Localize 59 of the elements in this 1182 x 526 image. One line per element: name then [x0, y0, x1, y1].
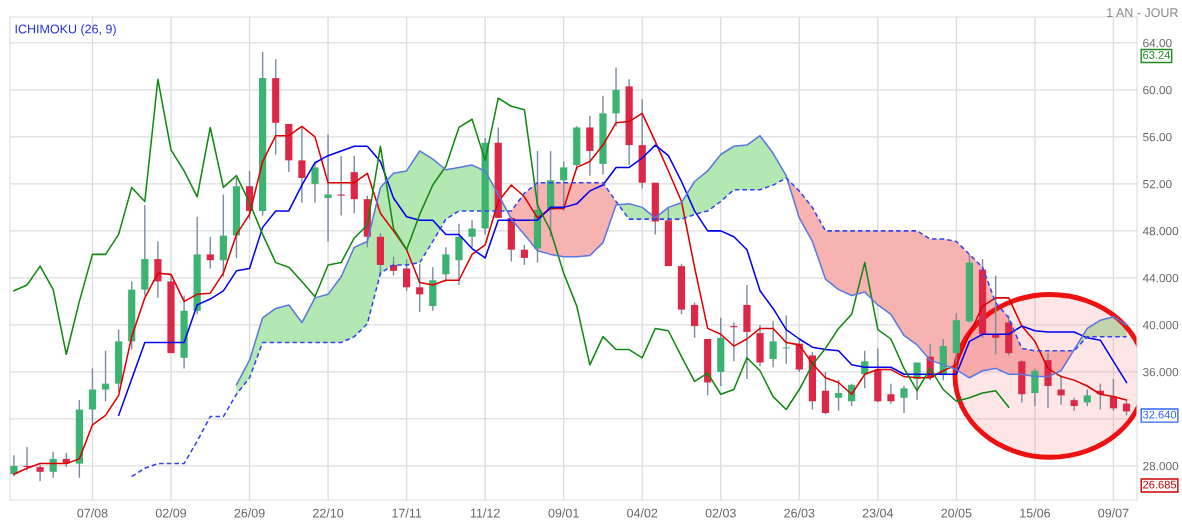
candlestick — [769, 320, 777, 368]
candlestick — [337, 154, 345, 217]
candlestick — [900, 385, 908, 414]
text: 63.24 — [1143, 51, 1171, 59]
candlestick — [520, 244, 529, 266]
x-tick-label: 11/12 — [470, 508, 500, 518]
y-tick-label: 28.000 — [1143, 461, 1179, 471]
x-tick-label: 02/03 — [705, 508, 736, 518]
candlestick — [298, 126, 306, 204]
candlestick — [612, 66, 620, 127]
y-tick-label: 48.000 — [1142, 226, 1179, 236]
line-series — [117, 144, 1128, 417]
candlestick — [442, 246, 450, 283]
y-tick-label: 64.00 — [1143, 38, 1172, 48]
chart-subtitle: 1 AN - JOUR — [1107, 8, 1178, 18]
candlestick — [154, 240, 162, 299]
x-tick-label: 09/07 — [1098, 508, 1129, 518]
x-tick-label: 07/08 — [77, 508, 108, 518]
annotation: ICHIMOKU (26, 9) — [15, 24, 116, 36]
candlestick — [1057, 374, 1065, 406]
candlestick — [455, 223, 463, 286]
x-tick-label: 15/06 — [1020, 508, 1050, 518]
y-tick-label: 36.000 — [1143, 367, 1179, 377]
candlestick — [49, 451, 57, 479]
candlestick — [101, 350, 110, 402]
y-tick-label: 60.00 — [1143, 85, 1172, 95]
x-tick-label: 20/05 — [941, 508, 972, 518]
y-tick-label: 52.00 — [1143, 179, 1172, 189]
candlestick — [311, 160, 319, 204]
candlestick — [887, 382, 895, 405]
candlestick — [586, 115, 594, 177]
x-tick-label: 17/11 — [392, 508, 422, 518]
candlestick — [834, 379, 843, 412]
candlestick — [416, 263, 424, 313]
candlestick — [690, 301, 699, 339]
x-tick-label: 09/01 — [548, 508, 579, 518]
candlestick — [10, 454, 18, 478]
candlestick — [206, 236, 214, 270]
y-tick-label: 44.000 — [1142, 273, 1179, 283]
candlestick — [324, 133, 332, 243]
text: 26.685 — [1143, 480, 1177, 489]
candlestick — [403, 258, 411, 292]
candlestick — [88, 367, 97, 426]
candlestick — [560, 160, 568, 212]
y-tick-label: 56.00 — [1143, 132, 1172, 142]
candlestick — [36, 464, 44, 483]
text: 32.640 — [1142, 410, 1177, 419]
candlestick — [1031, 367, 1039, 407]
x-tick-label: 26/09 — [234, 508, 265, 518]
y-tick-label: 40.000 — [1142, 320, 1179, 330]
x-tick-label: 23/04 — [862, 508, 894, 518]
candlestick — [782, 314, 790, 365]
candlestick — [821, 371, 830, 415]
x-tick-label: 02/09 — [155, 508, 187, 518]
x-tick-label: 04/02 — [627, 508, 658, 518]
x-tick-label: 22/10 — [313, 508, 344, 518]
x-tick-label: 26/03 — [784, 508, 815, 518]
candlestick — [468, 219, 476, 249]
line-series — [13, 78, 1010, 411]
